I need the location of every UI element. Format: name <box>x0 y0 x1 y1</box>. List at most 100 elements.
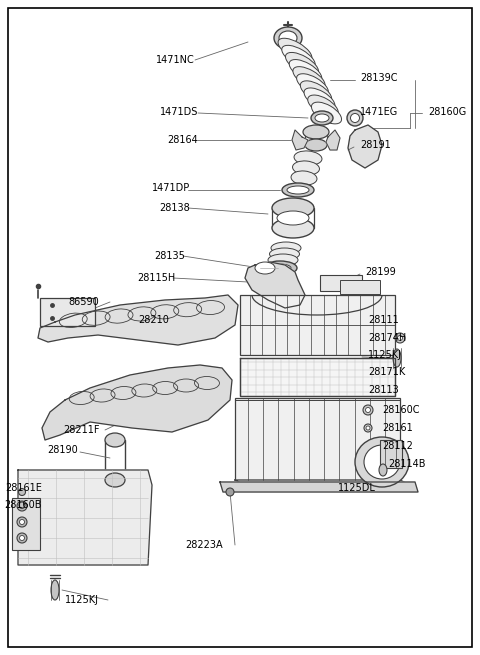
Polygon shape <box>348 125 382 168</box>
Bar <box>340 280 380 294</box>
Text: 28190: 28190 <box>47 445 78 455</box>
Ellipse shape <box>303 125 329 139</box>
Bar <box>40 298 95 326</box>
Polygon shape <box>326 130 340 150</box>
Polygon shape <box>220 482 418 492</box>
Ellipse shape <box>271 242 301 254</box>
Ellipse shape <box>105 473 125 487</box>
Text: 28115H: 28115H <box>137 273 175 283</box>
Ellipse shape <box>297 74 328 96</box>
Text: 1471DP: 1471DP <box>152 183 190 193</box>
Text: 28160B: 28160B <box>4 500 42 510</box>
Bar <box>380 440 402 468</box>
Text: 1471NC: 1471NC <box>156 55 195 65</box>
Ellipse shape <box>364 424 372 432</box>
Ellipse shape <box>282 183 314 197</box>
Text: 28174H: 28174H <box>368 333 406 343</box>
Ellipse shape <box>311 111 333 125</box>
Ellipse shape <box>268 254 298 266</box>
Ellipse shape <box>272 218 314 238</box>
Ellipse shape <box>347 110 363 126</box>
Polygon shape <box>245 262 305 308</box>
Text: 28191: 28191 <box>360 140 391 150</box>
Bar <box>12 498 40 550</box>
Ellipse shape <box>282 45 315 69</box>
Text: 28114B: 28114B <box>388 459 425 469</box>
Text: 28161: 28161 <box>382 423 413 433</box>
Ellipse shape <box>305 139 327 151</box>
Ellipse shape <box>277 211 309 225</box>
Ellipse shape <box>279 31 297 45</box>
Polygon shape <box>42 365 232 440</box>
Ellipse shape <box>105 433 125 447</box>
Ellipse shape <box>304 88 335 110</box>
Ellipse shape <box>292 161 320 175</box>
Text: 28211F: 28211F <box>63 425 100 435</box>
Ellipse shape <box>272 198 314 218</box>
Bar <box>235 398 400 480</box>
Text: 1125KJ: 1125KJ <box>368 350 402 360</box>
Text: 28199: 28199 <box>365 267 396 277</box>
Ellipse shape <box>365 407 371 413</box>
Text: 28210: 28210 <box>138 315 169 325</box>
Text: 28161E: 28161E <box>5 483 42 493</box>
Ellipse shape <box>363 405 373 415</box>
Text: 28111: 28111 <box>368 315 399 325</box>
Text: 86590: 86590 <box>68 297 99 307</box>
Ellipse shape <box>19 489 25 495</box>
Text: 28160C: 28160C <box>382 405 420 415</box>
Ellipse shape <box>350 113 360 122</box>
Ellipse shape <box>17 501 27 511</box>
Ellipse shape <box>226 488 234 496</box>
Ellipse shape <box>308 95 338 117</box>
Text: 1125DL: 1125DL <box>338 483 376 493</box>
Ellipse shape <box>397 335 403 341</box>
Ellipse shape <box>255 262 275 274</box>
Polygon shape <box>38 295 238 345</box>
Ellipse shape <box>263 261 297 275</box>
Text: 28113: 28113 <box>368 385 399 395</box>
Ellipse shape <box>287 186 309 194</box>
Bar <box>320 275 362 291</box>
Text: 1471DS: 1471DS <box>160 107 198 117</box>
Polygon shape <box>18 470 152 565</box>
Text: 28112: 28112 <box>382 441 413 451</box>
Text: 28160G: 28160G <box>428 107 466 117</box>
Ellipse shape <box>355 437 409 487</box>
Text: 1125KJ: 1125KJ <box>65 595 99 605</box>
Ellipse shape <box>289 60 322 83</box>
Text: 28139C: 28139C <box>360 73 397 83</box>
Ellipse shape <box>393 349 401 367</box>
Ellipse shape <box>269 248 300 260</box>
Ellipse shape <box>274 27 302 49</box>
Text: 28171K: 28171K <box>368 367 405 377</box>
Ellipse shape <box>294 151 322 165</box>
Text: 28164: 28164 <box>167 135 198 145</box>
Ellipse shape <box>395 333 405 343</box>
Text: 28138: 28138 <box>159 203 190 213</box>
Ellipse shape <box>269 264 291 272</box>
Ellipse shape <box>300 81 332 103</box>
Polygon shape <box>292 130 308 150</box>
Ellipse shape <box>20 504 24 508</box>
Bar <box>240 358 395 396</box>
Text: 28135: 28135 <box>154 251 185 261</box>
Ellipse shape <box>364 445 400 479</box>
Ellipse shape <box>379 464 387 476</box>
Bar <box>240 295 395 355</box>
Ellipse shape <box>19 502 25 508</box>
Ellipse shape <box>293 67 325 89</box>
Ellipse shape <box>291 171 317 185</box>
Ellipse shape <box>51 580 59 600</box>
Ellipse shape <box>278 38 312 62</box>
Text: 28223A: 28223A <box>185 540 223 550</box>
Ellipse shape <box>17 517 27 527</box>
Ellipse shape <box>315 114 329 122</box>
Ellipse shape <box>366 426 370 430</box>
Ellipse shape <box>312 102 342 124</box>
Polygon shape <box>235 480 410 485</box>
Text: 1471EG: 1471EG <box>360 107 398 117</box>
Ellipse shape <box>17 533 27 543</box>
Ellipse shape <box>286 52 319 75</box>
Ellipse shape <box>20 536 24 540</box>
